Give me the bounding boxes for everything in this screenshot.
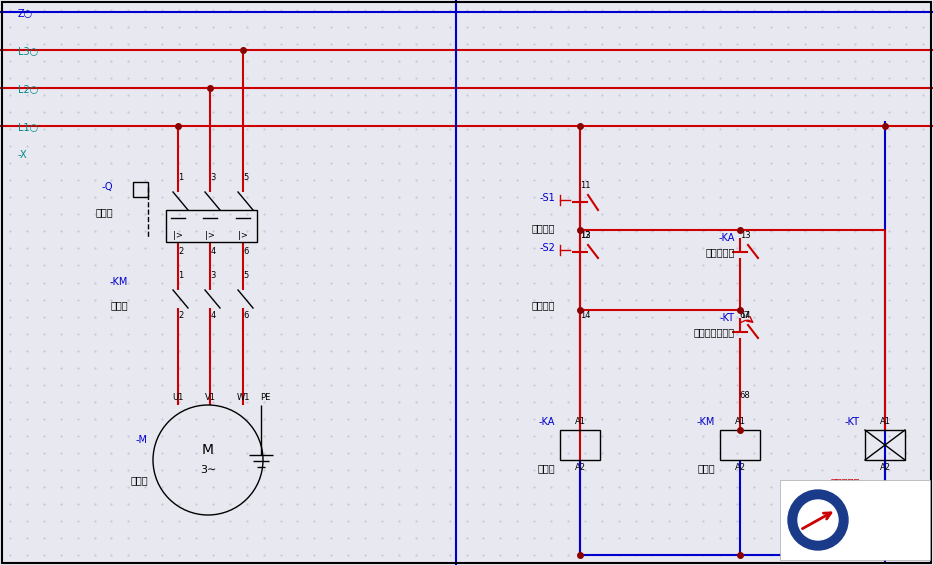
Text: L2○: L2○ [18, 85, 38, 95]
Text: 接触器: 接触器 [110, 300, 128, 310]
Text: V1: V1 [204, 393, 216, 402]
Text: |>: |> [238, 231, 248, 240]
Text: 13: 13 [579, 231, 591, 240]
Text: |>: |> [205, 231, 215, 240]
Text: 接触器: 接触器 [697, 463, 715, 473]
Text: 2: 2 [178, 247, 184, 257]
Bar [560, 430, 600, 460]
Text: -KT: -KT [720, 313, 735, 323]
Text: 67: 67 [740, 311, 750, 319]
Bar [166, 210, 257, 242]
Text: A2: A2 [880, 463, 890, 472]
Text: 电工学习网: 电工学习网 [860, 507, 889, 517]
Text: diangon.com: diangon.com [860, 528, 914, 537]
FancyArrowPatch shape [802, 513, 831, 529]
Text: 继电器: 继电器 [537, 463, 555, 473]
Text: -M: -M [136, 435, 148, 445]
Text: -S1: -S1 [539, 193, 555, 203]
Text: -KA: -KA [718, 233, 735, 243]
Text: -KM: -KM [109, 277, 128, 287]
Text: 5: 5 [244, 272, 248, 280]
Circle shape [788, 490, 848, 550]
Text: A1: A1 [575, 418, 586, 427]
Text: 1: 1 [178, 272, 184, 280]
Text: A1: A1 [880, 418, 890, 427]
Text: -Q: -Q [102, 182, 113, 192]
Text: 2: 2 [178, 311, 184, 319]
Text: -KA: -KA [538, 417, 555, 427]
Text: 6: 6 [244, 247, 249, 257]
Text: jiexiantu: jiexiantu [825, 552, 856, 558]
Text: 68: 68 [740, 390, 750, 399]
Bar [133, 182, 148, 197]
Text: 4: 4 [210, 247, 216, 257]
Text: 4: 4 [210, 311, 216, 319]
Text: 时间继电器常开: 时间继电器常开 [694, 327, 735, 337]
Text: 3: 3 [210, 173, 216, 182]
Text: 11: 11 [579, 180, 591, 189]
Text: M: M [202, 443, 214, 457]
Text: 14: 14 [740, 311, 750, 319]
Text: 6: 6 [244, 311, 249, 319]
Text: 3: 3 [210, 272, 216, 280]
Text: 1: 1 [178, 173, 184, 182]
Text: 电动机: 电动机 [131, 475, 148, 485]
Text: PE: PE [259, 393, 271, 402]
Text: -KT: -KT [845, 417, 860, 427]
Text: U1: U1 [173, 393, 184, 402]
Text: A1: A1 [734, 418, 745, 427]
Text: 断路器: 断路器 [95, 207, 113, 217]
Circle shape [798, 500, 838, 540]
Text: A2: A2 [575, 463, 586, 472]
Text: 停止开关: 停止开关 [532, 223, 555, 233]
Text: 启动开关: 启动开关 [532, 300, 555, 310]
Text: 14: 14 [579, 311, 591, 319]
Text: L1○: L1○ [18, 123, 38, 133]
Text: L3○: L3○ [18, 47, 38, 57]
Text: 12: 12 [579, 231, 591, 240]
Text: 时间继电器: 时间继电器 [830, 477, 860, 487]
Bar [780, 480, 930, 560]
Text: W1: W1 [236, 393, 250, 402]
Text: |>: |> [173, 231, 183, 240]
Text: Z○: Z○ [18, 9, 34, 19]
Text: -KM: -KM [697, 417, 715, 427]
Bar [865, 430, 905, 460]
Bar [720, 430, 760, 460]
Text: 13: 13 [740, 231, 750, 240]
Text: 继电器常开: 继电器常开 [705, 247, 735, 257]
Text: 3∼: 3∼ [200, 465, 216, 475]
Text: A2: A2 [734, 463, 745, 472]
Text: 5: 5 [244, 173, 248, 182]
Text: -S2: -S2 [539, 243, 555, 253]
Text: -X: -X [18, 150, 28, 160]
